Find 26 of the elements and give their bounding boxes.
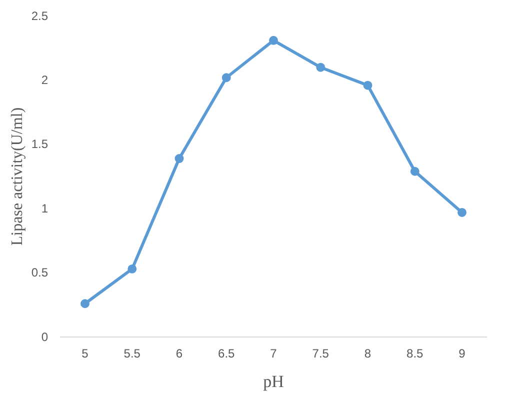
y-axis-title: Lipase activity(U/ml)	[9, 107, 26, 246]
y-tick-label: 1.5	[31, 137, 48, 152]
x-tick-label: 9	[458, 346, 466, 361]
point	[316, 62, 326, 72]
x-tick-label: 8	[364, 346, 372, 361]
x-tick-label: 7	[270, 346, 278, 361]
x-tick-label: 7.5	[312, 346, 330, 361]
point	[458, 208, 466, 217]
point	[80, 299, 90, 308]
x-tick-label: 6	[176, 346, 183, 361]
x-tick-label: 6.5	[218, 346, 236, 361]
point	[174, 154, 184, 164]
point	[363, 80, 372, 90]
x-tick-label: 5	[82, 346, 89, 361]
y-tick-label: 2	[41, 73, 48, 88]
y-tick-label: 0.5	[31, 266, 48, 280]
x-tick-label: 8.5	[406, 346, 424, 361]
y-tick-label: 0	[41, 330, 48, 344]
point	[222, 73, 231, 82]
y-tick-label: 1	[41, 201, 48, 216]
point	[269, 36, 278, 45]
y-tick-label: 2.5	[31, 8, 48, 23]
point	[128, 264, 137, 274]
point	[410, 166, 420, 176]
x-axis-title: pH	[263, 372, 284, 391]
x-tick-label: 5.5	[124, 346, 141, 361]
